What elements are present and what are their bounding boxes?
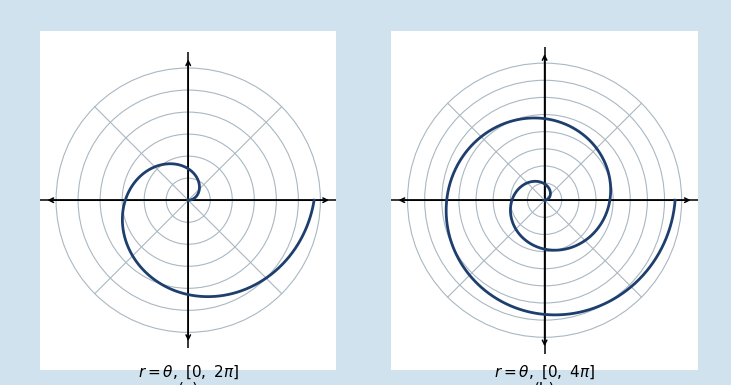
Text: $r = \theta,\ [0,\ 4\pi]$: $r = \theta,\ [0,\ 4\pi]$ — [494, 364, 595, 381]
Text: $r = \theta,\ [0,\ 2\pi]$: $r = \theta,\ [0,\ 2\pi]$ — [138, 364, 239, 381]
Text: (b): (b) — [534, 381, 556, 385]
Text: (a): (a) — [178, 381, 199, 385]
